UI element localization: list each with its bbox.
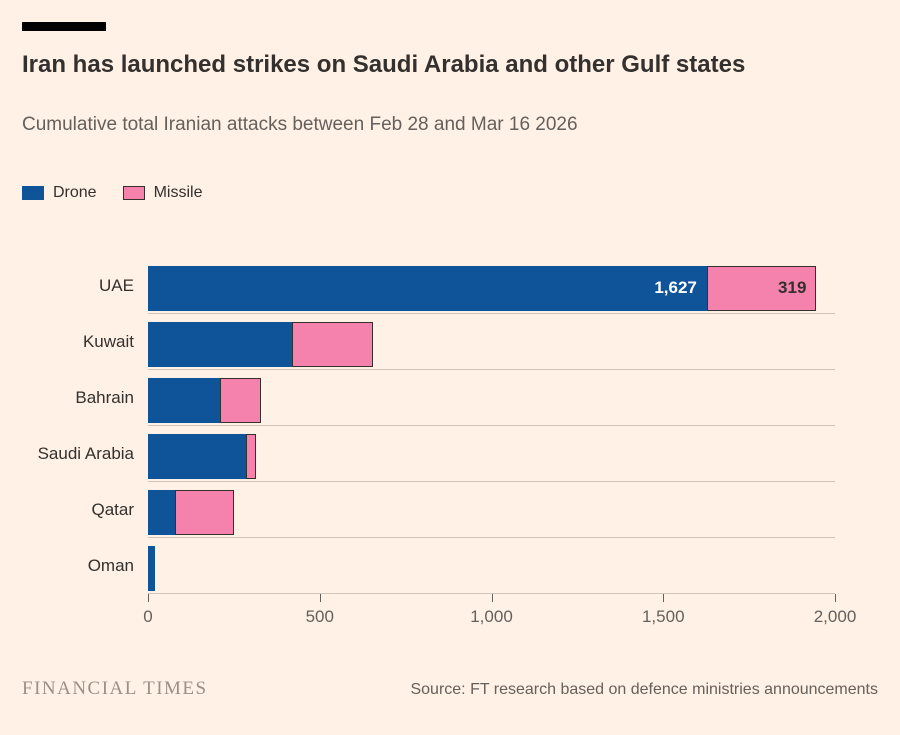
legend-swatch-drone [22, 185, 44, 200]
x-tick-mark [663, 593, 665, 602]
legend: Drone Missile [22, 184, 878, 202]
bar-segment-drone: 1,627 [148, 265, 707, 311]
category-label: Oman [87, 555, 134, 575]
bar-track [148, 314, 835, 370]
stacked-bar: 1,627 319 [148, 265, 835, 311]
category-label: Bahrain [75, 387, 134, 407]
stacked-bar [148, 321, 835, 367]
category-label: Qatar [91, 499, 134, 519]
bar-track: 1,627 319 [148, 258, 835, 314]
x-axis: 0 500 1,000 1,500 2,000 [143, 593, 856, 642]
legend-item-drone: Drone [22, 184, 97, 202]
bar-segment-missile [175, 489, 234, 535]
bar-rows: UAE 1,627 319 Kuwait Bahrain Saudi Arabia Qata… [22, 258, 835, 594]
legend-label-missile: Missile [153, 183, 203, 201]
bar-track [148, 370, 835, 426]
x-tick-mark [148, 593, 149, 602]
x-tick-label: 2,000 [813, 606, 857, 626]
category-label: Kuwait [82, 331, 134, 351]
x-tick-label: 500 [305, 606, 334, 626]
bar-segment-missile [292, 321, 373, 367]
x-tick-mark [319, 593, 321, 602]
bar-row: Kuwait [22, 314, 835, 370]
ft-logo-text: FINANCIAL TIMES [22, 677, 208, 699]
bar-value-label: 1,627 [654, 278, 697, 298]
source-text: Source: FT research based on defence min… [410, 680, 878, 698]
bar-segment-missile [220, 377, 262, 423]
stacked-bar [148, 433, 835, 479]
x-tick-label: 1,000 [470, 606, 513, 626]
chart-subtitle: Cumulative total Iranian attacks between… [22, 113, 578, 135]
bar-row: Qatar [22, 482, 835, 538]
category-label: UAE [99, 275, 134, 295]
x-tick-mark [835, 593, 836, 602]
x-tick-label: 0 [143, 606, 153, 626]
bar-segment-missile: 319 [706, 265, 817, 311]
bar-segment-drone [148, 377, 221, 423]
x-tick-mark [491, 593, 493, 602]
chart-title: Iran has launched strikes on Saudi Arabi… [22, 51, 746, 78]
bar-segment-drone [148, 489, 176, 535]
stacked-bar [148, 545, 835, 591]
bar-row: Oman [22, 538, 835, 594]
bar-track [148, 538, 835, 594]
bar-segment-drone [148, 433, 246, 479]
category-label: Saudi Arabia [37, 443, 134, 463]
bar-segment-missile [245, 433, 257, 479]
ft-top-rule [22, 22, 106, 31]
bar-track [148, 426, 835, 482]
x-tick-label: 1,500 [641, 606, 685, 626]
legend-swatch-missile [122, 185, 145, 200]
legend-item-missile: Missile [122, 183, 203, 202]
bar-row: Bahrain [22, 370, 835, 426]
bar-track [148, 482, 835, 538]
bar-value-label: 319 [778, 278, 807, 298]
bar-chart: UAE 1,627 319 Kuwait Bahrain Saudi Arabia Qata… [22, 258, 856, 642]
stacked-bar [148, 489, 835, 535]
footer: FINANCIAL TIMES Source: FT research base… [22, 678, 878, 700]
bar-row: UAE 1,627 319 [22, 258, 835, 314]
bar-segment-drone [148, 545, 155, 591]
bar-row: Saudi Arabia [22, 426, 835, 482]
stacked-bar [148, 377, 835, 423]
bar-segment-drone [148, 321, 293, 367]
legend-label-drone: Drone [53, 183, 97, 201]
